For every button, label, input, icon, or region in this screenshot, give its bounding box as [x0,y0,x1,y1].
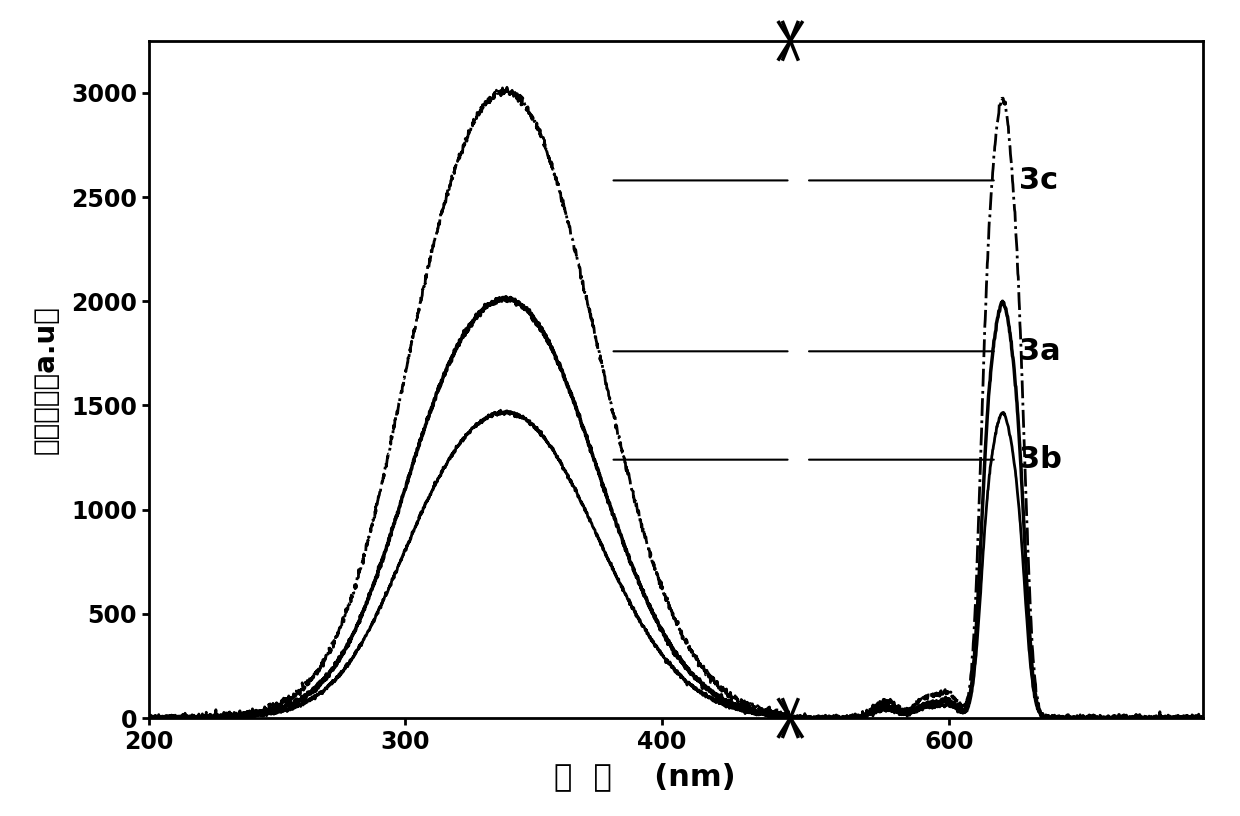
Text: 3a: 3a [1019,337,1060,366]
Text: 3b: 3b [1019,446,1061,474]
Text: 波  长    (nm): 波 长 (nm) [554,762,735,792]
Text: 3c: 3c [1019,166,1058,195]
Y-axis label: 荧光强度（a.u）: 荧光强度（a.u） [32,305,60,454]
